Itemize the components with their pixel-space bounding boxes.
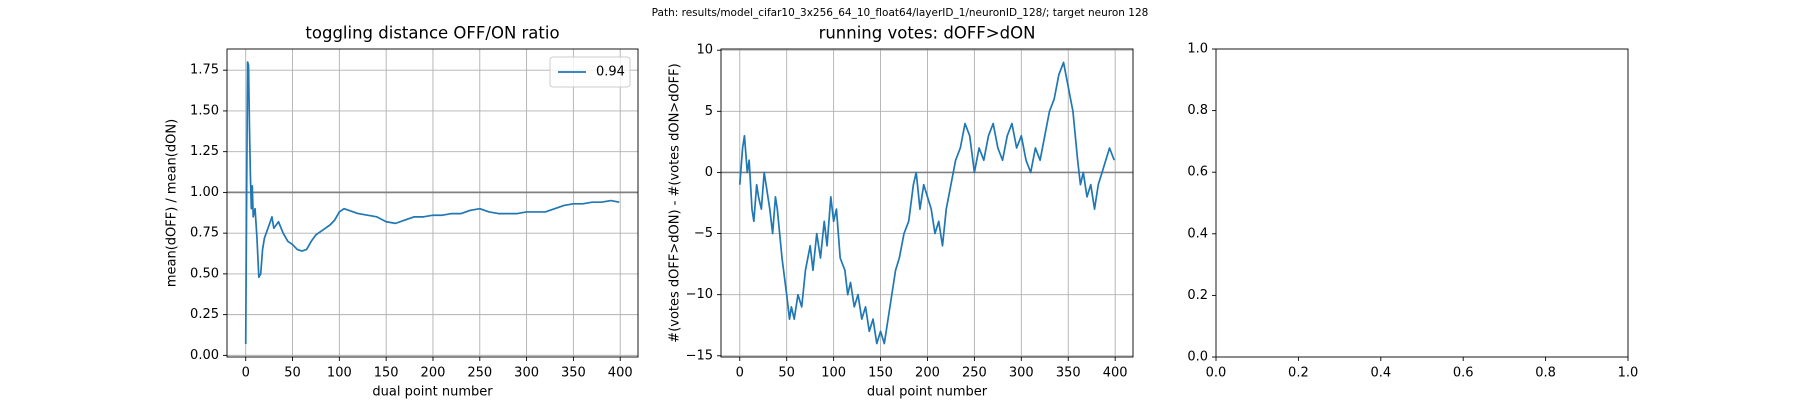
data-line bbox=[244, 61, 620, 344]
legend-label: 0.94 bbox=[596, 65, 625, 80]
x-tick-label: 400 bbox=[608, 366, 633, 381]
x-tick-label: 150 bbox=[374, 366, 399, 381]
x-tick-label: 0.0 bbox=[1206, 366, 1227, 381]
x-tick-label: 50 bbox=[778, 366, 795, 381]
y-tick-label: 0.75 bbox=[190, 226, 219, 241]
x-axis-label: dual point number bbox=[867, 385, 988, 400]
data-line bbox=[738, 61, 1116, 345]
x-tick-label: 0 bbox=[736, 366, 744, 381]
figure-title: Path: results/model_cifar10_3x256_64_10_… bbox=[652, 7, 1149, 19]
y-tick-label: 0 bbox=[705, 165, 713, 180]
y-axis-label: #(votes dOFF>dON) - #(votes dON>dOFF) bbox=[668, 63, 683, 342]
x-tick-label: 200 bbox=[915, 366, 940, 381]
x-tick-label: 200 bbox=[421, 366, 446, 381]
x-tick-label: 350 bbox=[1056, 366, 1081, 381]
y-tick-label: 1.25 bbox=[190, 144, 219, 159]
y-tick-label: 0.0 bbox=[1187, 350, 1208, 365]
x-tick-label: 0.6 bbox=[1453, 366, 1474, 381]
axes-title: running votes: dOFF>dON bbox=[819, 24, 1036, 43]
y-tick-label: 0.8 bbox=[1187, 103, 1208, 118]
x-tick-label: 0.4 bbox=[1370, 366, 1391, 381]
axes-frame bbox=[1215, 48, 1629, 358]
y-tick-label: 0.6 bbox=[1187, 165, 1208, 180]
x-tick-label: 0.8 bbox=[1535, 366, 1556, 381]
y-tick-label: 1.0 bbox=[1187, 42, 1208, 57]
y-tick-label: −5 bbox=[694, 226, 713, 241]
y-tick-label: 0.4 bbox=[1187, 226, 1208, 241]
x-tick-label: 250 bbox=[962, 366, 987, 381]
x-tick-label: 300 bbox=[1009, 366, 1034, 381]
y-tick-label: 1.00 bbox=[190, 185, 219, 200]
y-tick-label: 0.00 bbox=[190, 348, 219, 363]
y-tick-label: 0.2 bbox=[1187, 288, 1208, 303]
x-tick-label: 0 bbox=[242, 366, 250, 381]
axes-frame bbox=[720, 48, 1134, 358]
x-tick-label: 1.0 bbox=[1618, 366, 1639, 381]
x-tick-label: 250 bbox=[467, 366, 492, 381]
y-tick-label: 0.50 bbox=[190, 266, 219, 281]
y-tick-label: 1.50 bbox=[190, 103, 219, 118]
x-axis-label: dual point number bbox=[372, 385, 493, 400]
x-tick-label: 300 bbox=[514, 366, 539, 381]
x-tick-label: 0.2 bbox=[1288, 366, 1309, 381]
axes: 0 50 100 150 200 250 300 350 400 −15 −10 −5 0 5 10 runn… bbox=[668, 24, 1134, 400]
axes: 0.0 0.2 0.4 0.6 0.8 1.0 0.0 0.2 0.4 0.6 0.8 1.0 bbox=[1187, 42, 1638, 381]
y-tick-label: 0.25 bbox=[190, 307, 219, 322]
x-tick-label: 50 bbox=[284, 366, 301, 381]
x-tick-label: 100 bbox=[327, 366, 352, 381]
x-tick-label: 400 bbox=[1103, 366, 1128, 381]
axes: 0 50 100 150 200 250 300 350 400 0.00 0.25 0.50 0.75… bbox=[165, 24, 639, 400]
axes-frame bbox=[226, 48, 639, 358]
x-tick-label: 150 bbox=[868, 366, 893, 381]
y-tick-label: 5 bbox=[705, 104, 713, 119]
axes-title: toggling distance OFF/ON ratio bbox=[305, 24, 559, 43]
y-tick-label: −15 bbox=[686, 348, 713, 363]
x-tick-label: 100 bbox=[821, 366, 846, 381]
y-tick-label: 1.75 bbox=[190, 63, 219, 78]
legend-box bbox=[549, 56, 631, 88]
x-tick-label: 350 bbox=[561, 366, 586, 381]
y-tick-label: 10 bbox=[696, 43, 713, 58]
y-axis-label: mean(dOFF) / mean(dON) bbox=[165, 119, 180, 287]
y-tick-label: −10 bbox=[686, 287, 713, 302]
